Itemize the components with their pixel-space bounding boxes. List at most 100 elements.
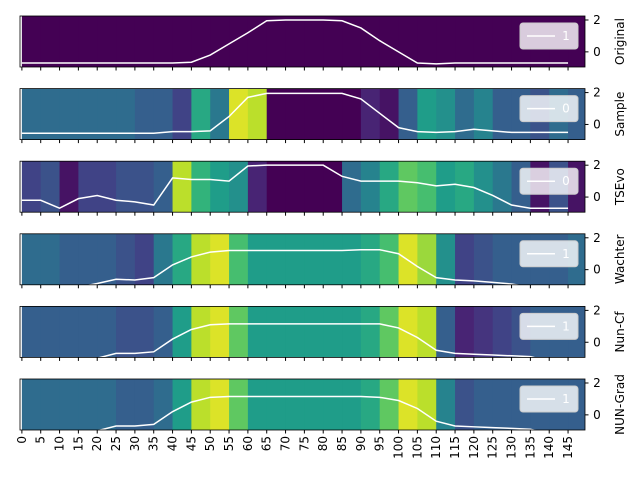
heat-cell: [229, 233, 249, 285]
heat-cell: [323, 379, 343, 430]
heat-cell: [210, 88, 230, 140]
heat-cell: [21, 16, 42, 67]
frame: [19, 15, 586, 68]
heat-cell: [21, 88, 42, 140]
heat-cell: [492, 379, 513, 430]
heat-cell: [116, 16, 136, 67]
heat-cell: [172, 16, 192, 67]
heat-cell: [266, 306, 287, 358]
heat-cell: [285, 233, 305, 285]
heat-cell: [153, 233, 174, 285]
x-tick-label: 75: [297, 436, 311, 451]
heat-cell: [21, 306, 42, 358]
heat-cell: [116, 379, 136, 430]
heat-cell: [417, 233, 437, 285]
legend-label: 1: [562, 319, 570, 333]
x-tick-label: 45: [184, 436, 198, 451]
line: [21, 92, 569, 134]
heat-cell: [40, 161, 61, 213]
heat-cell: [172, 306, 192, 358]
x-tick-label: 130: [505, 436, 519, 459]
heat-cell: [379, 233, 400, 285]
x-tick-label: 110: [429, 436, 443, 459]
line: [97, 323, 537, 358]
heat-cell: [473, 88, 494, 140]
heat-cell: [40, 88, 61, 140]
heat-cell: [455, 88, 475, 140]
heat-cell: [172, 161, 192, 213]
x-tick-label: 135: [523, 436, 537, 459]
heat-cell: [229, 16, 249, 67]
heat-cell: [266, 88, 287, 140]
heat-cell: [379, 16, 400, 67]
y-axis-label: Nun-Cf: [613, 311, 627, 353]
y-axis-label: NUN-Grad: [613, 374, 627, 435]
heat-cell: [116, 233, 136, 285]
x-tick-label: 60: [241, 436, 255, 451]
heat-cell: [266, 16, 287, 67]
y-tick-label: 2: [593, 86, 601, 100]
heat-cell: [191, 233, 211, 285]
heat-cell: [323, 16, 343, 67]
panel: [21, 88, 585, 140]
heat-cell: [229, 161, 249, 213]
heat-cell: [285, 161, 305, 213]
heat-cell: [229, 379, 249, 430]
y-tick-label: 2: [593, 376, 601, 390]
heat-cell: [492, 88, 513, 140]
heat-cell: [473, 233, 494, 285]
x-tick-label: 85: [335, 436, 349, 451]
frame: [19, 378, 586, 431]
heat-cell: [285, 16, 305, 67]
heat-cell: [78, 16, 98, 67]
heat-cell: [191, 161, 211, 213]
heat-cell: [342, 306, 362, 358]
heat-cell: [97, 233, 117, 285]
heat-cell: [436, 16, 456, 67]
heat-cell: [134, 233, 155, 285]
heat-cell: [342, 16, 362, 67]
heat-cell: [455, 233, 475, 285]
heat-cell: [247, 379, 268, 430]
heat-cell: [492, 233, 513, 285]
y-tick-label: 0: [593, 190, 601, 204]
heat-cell: [342, 88, 362, 140]
heat-cell: [59, 233, 79, 285]
y-tick-label: 0: [593, 117, 601, 131]
heat-cell: [360, 88, 381, 140]
heat-cell: [59, 306, 79, 358]
heat-cell: [191, 306, 211, 358]
heat-cell: [21, 379, 42, 430]
heat-cell: [97, 379, 117, 430]
heat-cell: [247, 88, 268, 140]
heat-cell: [59, 88, 79, 140]
x-tick-label: 120: [467, 436, 481, 459]
panel: [21, 161, 585, 213]
x-tick-label: 65: [260, 436, 274, 451]
heat-cell: [417, 306, 437, 358]
heat-cell: [153, 161, 174, 213]
heat-cell: [436, 233, 456, 285]
heat-cell: [210, 161, 230, 213]
legend-label: 0: [562, 174, 570, 188]
line: [97, 395, 537, 430]
x-tick-label: 40: [166, 436, 180, 451]
heat-cell: [59, 16, 79, 67]
x-tick-label: 145: [561, 436, 575, 459]
heat-cell: [97, 306, 117, 358]
heat-cell: [304, 233, 324, 285]
heat-cell: [191, 379, 211, 430]
heat-cell: [342, 379, 362, 430]
heat-cell: [436, 88, 456, 140]
heat-cell: [153, 306, 174, 358]
x-tick-label: 105: [410, 436, 424, 459]
heat-cell: [59, 379, 79, 430]
x-tick-label: 0: [15, 436, 29, 444]
heat-cell: [78, 161, 98, 213]
heat-cell: [153, 88, 174, 140]
x-tick-label: 20: [90, 436, 104, 451]
line: [21, 19, 569, 65]
x-tick-label: 90: [354, 436, 368, 451]
heat-cell: [455, 379, 475, 430]
